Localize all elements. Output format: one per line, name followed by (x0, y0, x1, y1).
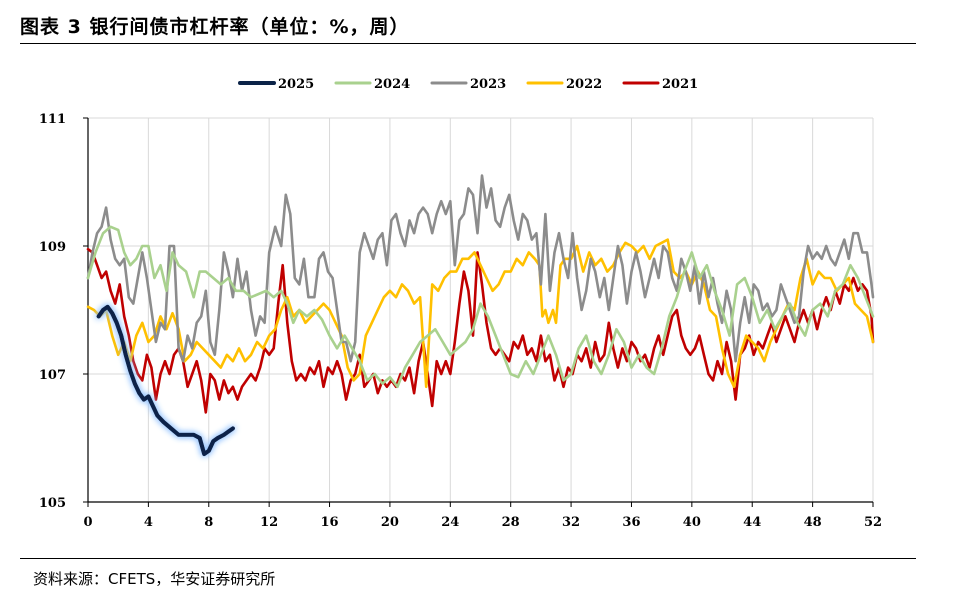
x-tick-label: 24 (441, 515, 459, 530)
y-tick-label: 107 (39, 368, 66, 383)
x-tick-label: 8 (204, 515, 213, 530)
x-tick-label: 20 (381, 515, 399, 530)
figure-title: 图表 3 银行间债市杠杆率（单位：%，周） (20, 16, 410, 38)
series-line-2022 (86, 238, 875, 389)
x-tick-label: 40 (683, 515, 701, 530)
legend-label-2021: 2021 (662, 77, 698, 92)
x-tick-label: 52 (864, 515, 882, 530)
x-tick-label: 0 (83, 515, 92, 530)
chart-series (86, 174, 875, 457)
x-tick-label: 4 (144, 515, 153, 530)
title-rule (20, 43, 916, 44)
x-tick-label: 12 (260, 515, 278, 530)
x-tick-label: 48 (804, 515, 822, 530)
y-tick-label: 109 (39, 240, 66, 255)
source-note: 资料来源：CFETS，华安证券研究所 (33, 570, 276, 588)
y-tick-label: 105 (39, 496, 66, 511)
chart-legend: 2025 2024 2023 2022 2021 (238, 77, 698, 92)
x-tick-label: 16 (320, 515, 338, 530)
chart-axes (83, 117, 874, 507)
y-tick-label: 111 (39, 112, 66, 127)
series-line-2023 (86, 174, 875, 363)
legend-label-2023: 2023 (470, 77, 506, 92)
legend-label-2025: 2025 (278, 77, 314, 92)
x-tick-label: 32 (562, 515, 580, 530)
x-tick-label: 28 (502, 515, 520, 530)
x-tick-label: 44 (743, 515, 761, 530)
legend-label-2024: 2024 (374, 77, 410, 92)
series-line-2021 (86, 247, 875, 414)
source-rule (20, 558, 916, 559)
series-line-2025 (96, 304, 235, 457)
legend-label-2022: 2022 (566, 77, 602, 92)
x-tick-label: 36 (622, 515, 640, 530)
series-line-2024 (86, 225, 875, 389)
